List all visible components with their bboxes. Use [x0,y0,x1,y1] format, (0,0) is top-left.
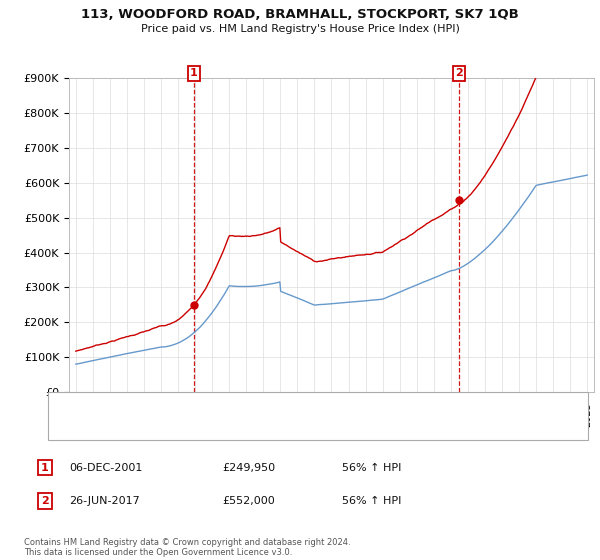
Text: £249,950: £249,950 [222,463,275,473]
Text: 1: 1 [190,68,197,78]
Text: 26-JUN-2017: 26-JUN-2017 [69,496,140,506]
Text: 2: 2 [455,68,463,78]
Text: HPI: Average price, detached house, Stockport: HPI: Average price, detached house, Stoc… [96,423,324,433]
Text: 113, WOODFORD ROAD, BRAMHALL, STOCKPORT, SK7 1QB (detached house): 113, WOODFORD ROAD, BRAMHALL, STOCKPORT,… [96,400,475,410]
Text: 2: 2 [41,496,49,506]
Text: Price paid vs. HM Land Registry's House Price Index (HPI): Price paid vs. HM Land Registry's House … [140,24,460,34]
Text: Contains HM Land Registry data © Crown copyright and database right 2024.
This d: Contains HM Land Registry data © Crown c… [24,538,350,557]
Text: 56% ↑ HPI: 56% ↑ HPI [342,496,401,506]
Text: 06-DEC-2001: 06-DEC-2001 [69,463,142,473]
Text: 113, WOODFORD ROAD, BRAMHALL, STOCKPORT, SK7 1QB: 113, WOODFORD ROAD, BRAMHALL, STOCKPORT,… [81,8,519,21]
Text: £552,000: £552,000 [222,496,275,506]
Text: 1: 1 [41,463,49,473]
Text: 56% ↑ HPI: 56% ↑ HPI [342,463,401,473]
